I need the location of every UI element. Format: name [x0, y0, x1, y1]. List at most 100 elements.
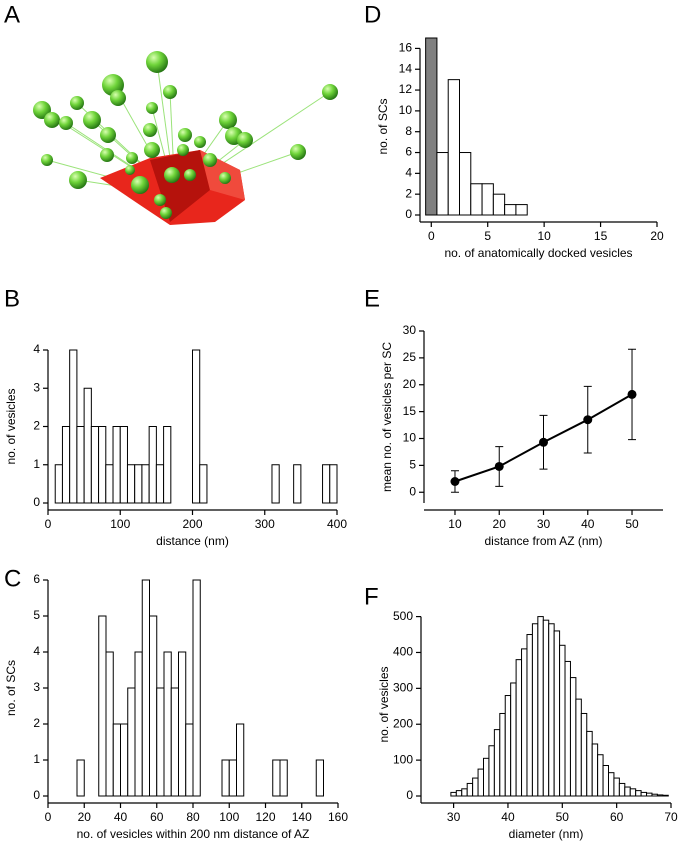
bar — [134, 464, 143, 504]
bar — [515, 659, 523, 797]
y-tick-label: 100 — [393, 752, 413, 766]
x-tick-label: 0 — [45, 810, 52, 824]
y-tick-label: 12 — [399, 82, 413, 96]
y-tick-label: 400 — [393, 645, 413, 659]
bar — [488, 745, 495, 797]
bar — [221, 759, 230, 797]
bar — [629, 788, 637, 797]
y-tick-label: 4 — [33, 342, 40, 356]
x-tick-label: 40 — [501, 810, 515, 824]
bar — [155, 464, 165, 504]
x-tick-label: 20 — [493, 517, 507, 531]
bar — [656, 794, 664, 797]
bar — [608, 772, 615, 797]
bar — [322, 464, 331, 504]
bar — [466, 782, 474, 797]
bar — [148, 426, 157, 504]
bar — [461, 788, 468, 797]
bar — [553, 630, 561, 797]
bar — [83, 387, 92, 504]
bar — [564, 660, 571, 797]
bar — [548, 623, 555, 797]
bar — [192, 349, 201, 504]
bar — [98, 615, 107, 797]
y-tick-label: 10 — [399, 103, 413, 117]
x-tick-label: 100 — [110, 517, 130, 531]
y-axis-label: mean no. of vesicles per SC — [380, 342, 394, 492]
bar — [569, 677, 577, 797]
y-tick-label: 25 — [403, 350, 417, 364]
bar — [76, 759, 85, 797]
panel-label: A — [4, 1, 20, 28]
bar — [470, 183, 483, 216]
bar — [425, 37, 438, 216]
bar — [662, 794, 669, 797]
x-axis-label: distance from AZ (nm) — [484, 534, 602, 548]
bar — [515, 204, 528, 216]
y-tick-label: 6 — [33, 572, 40, 586]
bar — [651, 793, 658, 797]
bar — [156, 687, 165, 797]
x-tick-label: 100 — [219, 810, 239, 824]
x-tick-label: 120 — [255, 810, 275, 824]
y-tick-label: 200 — [393, 716, 413, 730]
bar — [90, 426, 100, 504]
y-tick-label: 5 — [33, 608, 40, 622]
panel-label: B — [4, 285, 20, 312]
point — [583, 415, 593, 425]
bar — [119, 426, 128, 504]
bar — [199, 464, 208, 504]
bar — [163, 426, 172, 504]
bar — [271, 464, 280, 504]
x-tick-label: 0 — [45, 517, 52, 531]
vesicle-render — [33, 51, 338, 225]
bar — [126, 464, 136, 504]
x-tick-label: 60 — [150, 810, 164, 824]
bar — [236, 723, 245, 797]
bar — [163, 651, 172, 797]
x-tick-label: 5 — [484, 229, 491, 243]
bar — [98, 426, 107, 504]
bar — [76, 426, 85, 504]
y-tick-label: 5 — [409, 458, 416, 472]
x-tick-label: 40 — [581, 517, 595, 531]
bar — [618, 782, 626, 797]
point — [450, 477, 460, 486]
bar — [272, 759, 281, 797]
x-tick-label: 30 — [447, 810, 461, 824]
point — [539, 437, 548, 447]
bar — [112, 723, 121, 797]
y-axis-label: no. of SCs — [376, 98, 390, 154]
x-tick-label: 20 — [78, 810, 92, 824]
bar — [141, 579, 150, 797]
bar — [521, 648, 528, 797]
bar — [492, 193, 506, 216]
y-tick-label: 3 — [33, 680, 40, 694]
bar — [477, 768, 484, 797]
bar — [279, 759, 288, 797]
y-tick-label: 0 — [406, 788, 413, 802]
bar — [436, 152, 449, 216]
x-tick-label: 160 — [328, 810, 348, 824]
bar — [170, 687, 179, 797]
y-tick-label: 4 — [405, 166, 412, 180]
y-tick-label: 1 — [33, 752, 40, 766]
bar — [526, 634, 533, 797]
x-tick-label: 60 — [610, 810, 624, 824]
bar — [586, 730, 593, 797]
bar — [141, 464, 150, 504]
y-tick-label: 0 — [409, 484, 416, 498]
x-tick-label: 15 — [594, 229, 608, 243]
y-tick-label: 14 — [399, 61, 413, 75]
bar — [575, 698, 582, 797]
bar — [447, 79, 461, 216]
bar — [105, 651, 114, 797]
bar — [54, 464, 63, 504]
y-tick-label: 0 — [33, 788, 40, 802]
y-tick-label: 8 — [405, 124, 412, 138]
bar — [613, 777, 620, 797]
x-tick-label: 400 — [327, 517, 347, 531]
bar — [293, 464, 302, 504]
x-tick-label: 30 — [537, 517, 551, 531]
bar — [537, 616, 544, 797]
